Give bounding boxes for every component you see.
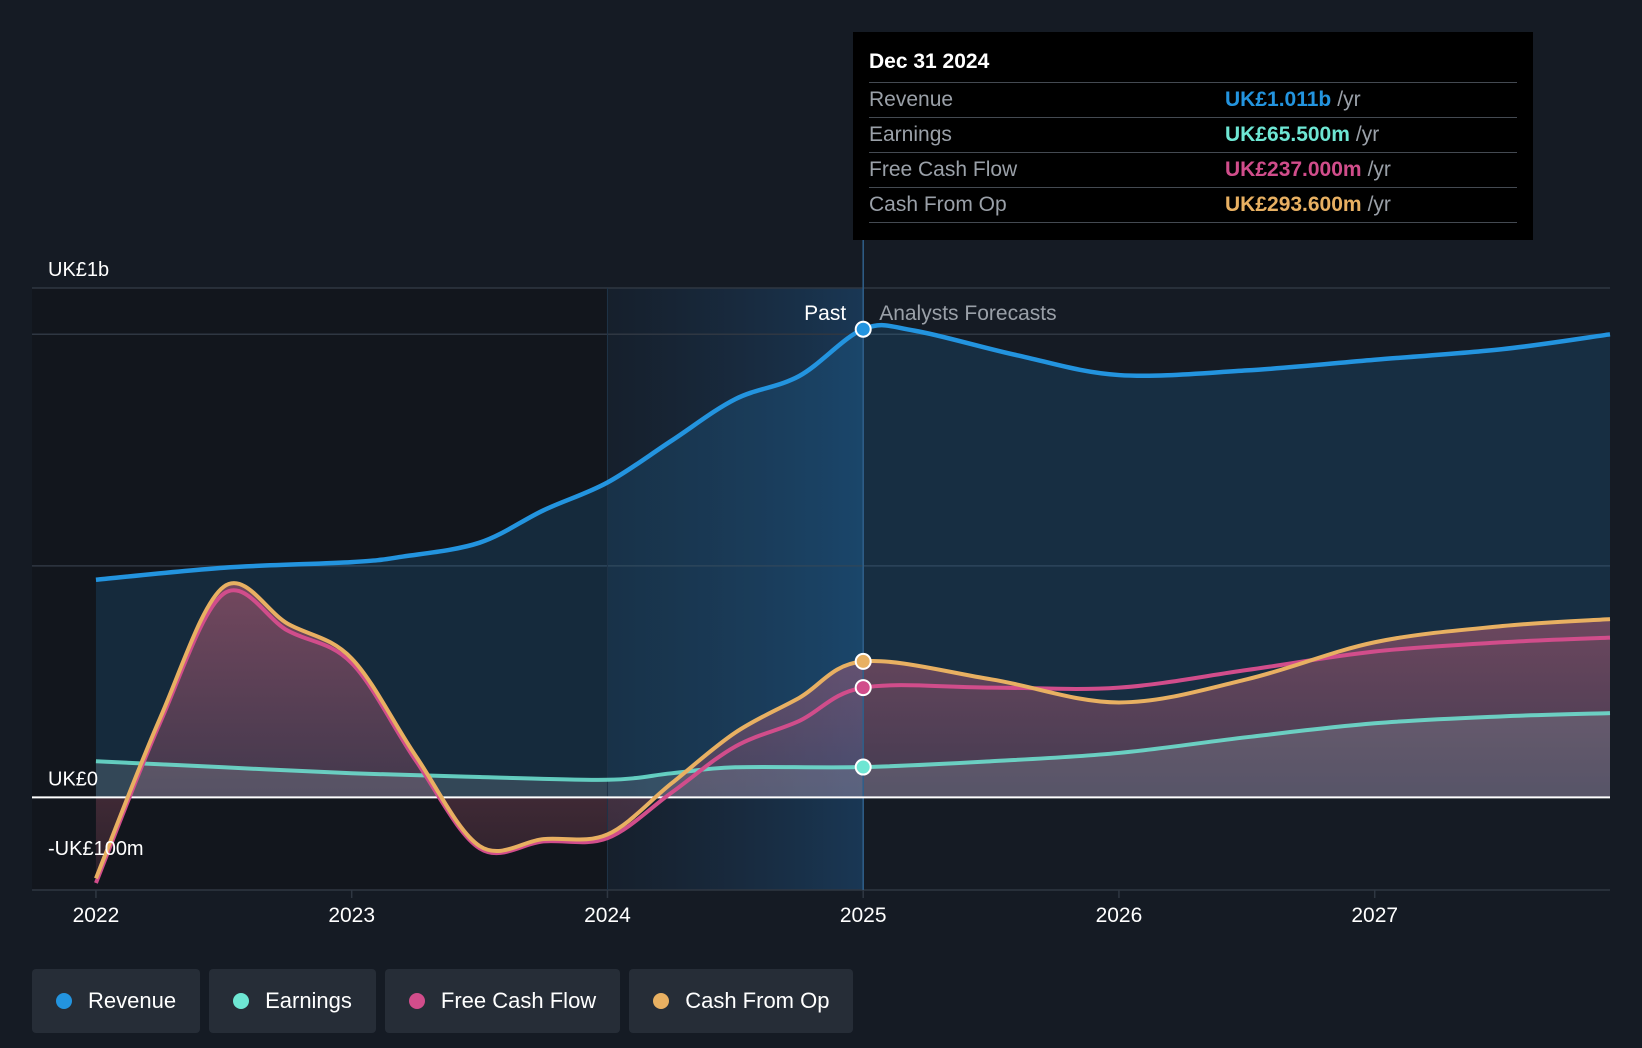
legend-label: Revenue (88, 988, 177, 1013)
tooltip-unit: /yr (1367, 158, 1391, 181)
earnings-marker (854, 758, 872, 776)
legend-dot-icon (233, 993, 250, 1009)
legend-label: Earnings (265, 988, 352, 1013)
tooltip-value: UK£293.600m (1225, 193, 1362, 216)
x-tick-label: 2023 (328, 904, 375, 927)
tooltip-label: Cash From Op (869, 193, 1007, 216)
legend: Revenue Earnings Free Cash Flow Cash Fro… (32, 969, 854, 1033)
legend-dot-icon (408, 993, 425, 1009)
cash-from-op-area (95, 583, 1610, 879)
tooltip-label: Free Cash Flow (869, 158, 1018, 181)
tooltip-row-fcf: Free Cash Flow UK£237.000m /yr (869, 152, 1517, 187)
revenue-line (95, 322, 1611, 582)
tooltip-row-revenue: Revenue UK£1.011b /yr (869, 82, 1517, 117)
legend-item-earnings[interactable]: Earnings (209, 969, 376, 1033)
tooltip-date: Dec 31 2024 (869, 50, 990, 73)
x-tick-label: 2022 (73, 904, 120, 927)
free-cash-flow-line (94, 588, 1611, 884)
earnings-area (95, 713, 1610, 798)
y-tick-label: UK£1b (48, 259, 109, 281)
forecast-label: Analysts Forecasts (879, 302, 1056, 325)
cash-from-op-line (94, 581, 1611, 880)
x-tick-label: 2025 (840, 904, 887, 927)
earnings-line (95, 711, 1611, 782)
past-label: Past (804, 302, 846, 325)
y-tick-label: -UK£100m (48, 838, 144, 860)
tooltip-value: UK£237.000m (1225, 158, 1362, 181)
legend-dot-icon (653, 993, 670, 1009)
legend-label: Cash From Op (685, 988, 830, 1013)
legend-item-revenue[interactable]: Revenue (32, 969, 201, 1033)
legend-item-fcf[interactable]: Free Cash Flow (384, 969, 621, 1033)
tooltip-row-earnings: Earnings UK£65.500m /yr (869, 117, 1517, 152)
tooltip-unit: /yr (1355, 123, 1380, 146)
legend-item-cfo[interactable]: Cash From Op (629, 969, 854, 1033)
tooltip-unit: /yr (1367, 193, 1391, 216)
revenue-area (95, 325, 1610, 798)
legend-label: Free Cash Flow (440, 988, 597, 1013)
revenue-marker (854, 320, 872, 338)
legend-dot-icon (56, 993, 72, 1009)
tooltip-unit: /yr (1337, 88, 1361, 111)
tooltip-value: UK£1.011b (1225, 88, 1332, 111)
cfo-marker (854, 652, 872, 670)
tooltip-row-cfo: Cash From Op UK£293.600m /yr (869, 187, 1517, 223)
tooltip-value: UK£65.500m (1225, 123, 1350, 146)
tooltip: Dec 31 2024 Revenue UK£1.011b /yr Earnin… (853, 32, 1533, 240)
tooltip-label: Revenue (869, 88, 954, 111)
x-tick-label: 2024 (584, 904, 631, 927)
tooltip-label: Earnings (869, 123, 952, 146)
fcf-marker (854, 679, 872, 697)
x-tick-label: 2026 (1096, 904, 1143, 927)
x-tick-label: 2027 (1351, 904, 1398, 927)
y-tick-label: UK£0 (48, 768, 98, 790)
